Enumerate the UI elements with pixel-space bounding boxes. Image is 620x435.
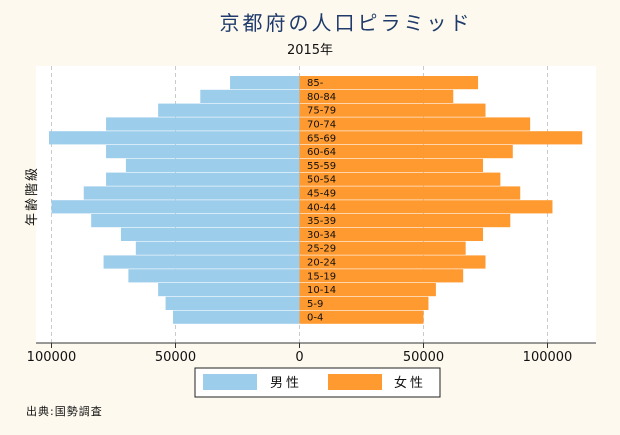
age-label: 0-4: [307, 313, 323, 324]
bar-female-70-74: [299, 117, 531, 131]
bar-female-40-44: [299, 200, 553, 214]
age-label: 35-39: [307, 216, 336, 227]
bar-female-50-54: [299, 172, 501, 186]
bar-female-20-24: [299, 255, 486, 269]
bar-male-40-44: [51, 200, 300, 214]
bar-male-35-39: [91, 214, 300, 228]
bar-male-60-64: [106, 145, 300, 159]
age-label: 80-84: [307, 92, 336, 103]
age-label: 5-9: [307, 299, 323, 310]
legend-label-male: 男性: [270, 376, 302, 391]
source-note: 出典:国勢調査: [26, 404, 103, 418]
bar-male-55-59: [125, 158, 300, 172]
bar-male-70-74: [106, 117, 300, 131]
x-ticks: 100000 50000 0 50000 100000: [27, 343, 573, 365]
age-label: 60-64: [307, 147, 336, 158]
age-label: 15-19: [307, 271, 336, 282]
x-tick-label: 100000: [523, 350, 573, 365]
age-label: 75-79: [307, 106, 336, 117]
chart-title: 京都府の人口ピラミッド: [220, 11, 473, 35]
legend-swatch-female: [328, 374, 382, 390]
age-label: 30-34: [307, 230, 336, 241]
age-label: 20-24: [307, 258, 336, 269]
bar-male-85-: [230, 76, 300, 90]
bar-female-25-29: [299, 241, 466, 255]
x-tick-label: 50000: [403, 350, 444, 365]
bar-female-0-4: [299, 310, 424, 324]
age-label: 45-49: [307, 189, 336, 200]
bar-female-5-9: [299, 296, 429, 310]
age-label: 40-44: [307, 202, 336, 213]
bar-female-65-69: [299, 131, 583, 145]
bar-male-15-19: [128, 269, 300, 283]
age-label: 25-29: [307, 244, 336, 255]
bar-male-25-29: [135, 241, 300, 255]
age-labels: 0-4 5-9 10-14 15-19 20-24 25-29 30-34 35-39 40-4…: [307, 78, 336, 324]
legend: 男性 女性: [194, 367, 441, 398]
bar-female-80-84: [299, 89, 454, 103]
y-axis-label: 年齢階級: [25, 166, 40, 226]
chart-subtitle: 2015年: [287, 43, 333, 58]
bar-male-0-4: [173, 310, 300, 324]
bar-female-60-64: [299, 145, 513, 159]
bar-female-35-39: [299, 214, 511, 228]
bar-female-45-49: [299, 186, 521, 200]
bar-female-30-34: [299, 227, 484, 241]
legend-swatch-male: [203, 374, 257, 390]
bar-female-55-59: [299, 158, 484, 172]
bar-female-85-: [299, 76, 479, 90]
age-label: 55-59: [307, 161, 336, 172]
bar-male-5-9: [165, 296, 300, 310]
bar-male-50-54: [106, 172, 300, 186]
bar-male-20-24: [103, 255, 300, 269]
bar-female-10-14: [299, 283, 436, 297]
age-label: 85-: [307, 78, 324, 89]
bar-male-10-14: [158, 283, 300, 297]
x-tick-label: 100000: [27, 350, 77, 365]
age-label: 70-74: [307, 120, 336, 131]
bar-male-45-49: [83, 186, 300, 200]
bar-male-65-69: [49, 131, 300, 145]
x-tick-label: 50000: [155, 350, 196, 365]
legend-label-female: 女性: [394, 375, 426, 391]
age-label: 65-69: [307, 133, 336, 144]
bar-male-30-34: [120, 227, 300, 241]
bars-group: [49, 76, 583, 324]
x-tick-label: 0: [295, 350, 303, 365]
bar-female-15-19: [299, 269, 464, 283]
age-label: 50-54: [307, 175, 336, 186]
age-label: 10-14: [307, 285, 336, 296]
bar-male-75-79: [158, 103, 300, 117]
bar-female-75-79: [299, 103, 486, 117]
bar-male-80-84: [200, 89, 300, 103]
